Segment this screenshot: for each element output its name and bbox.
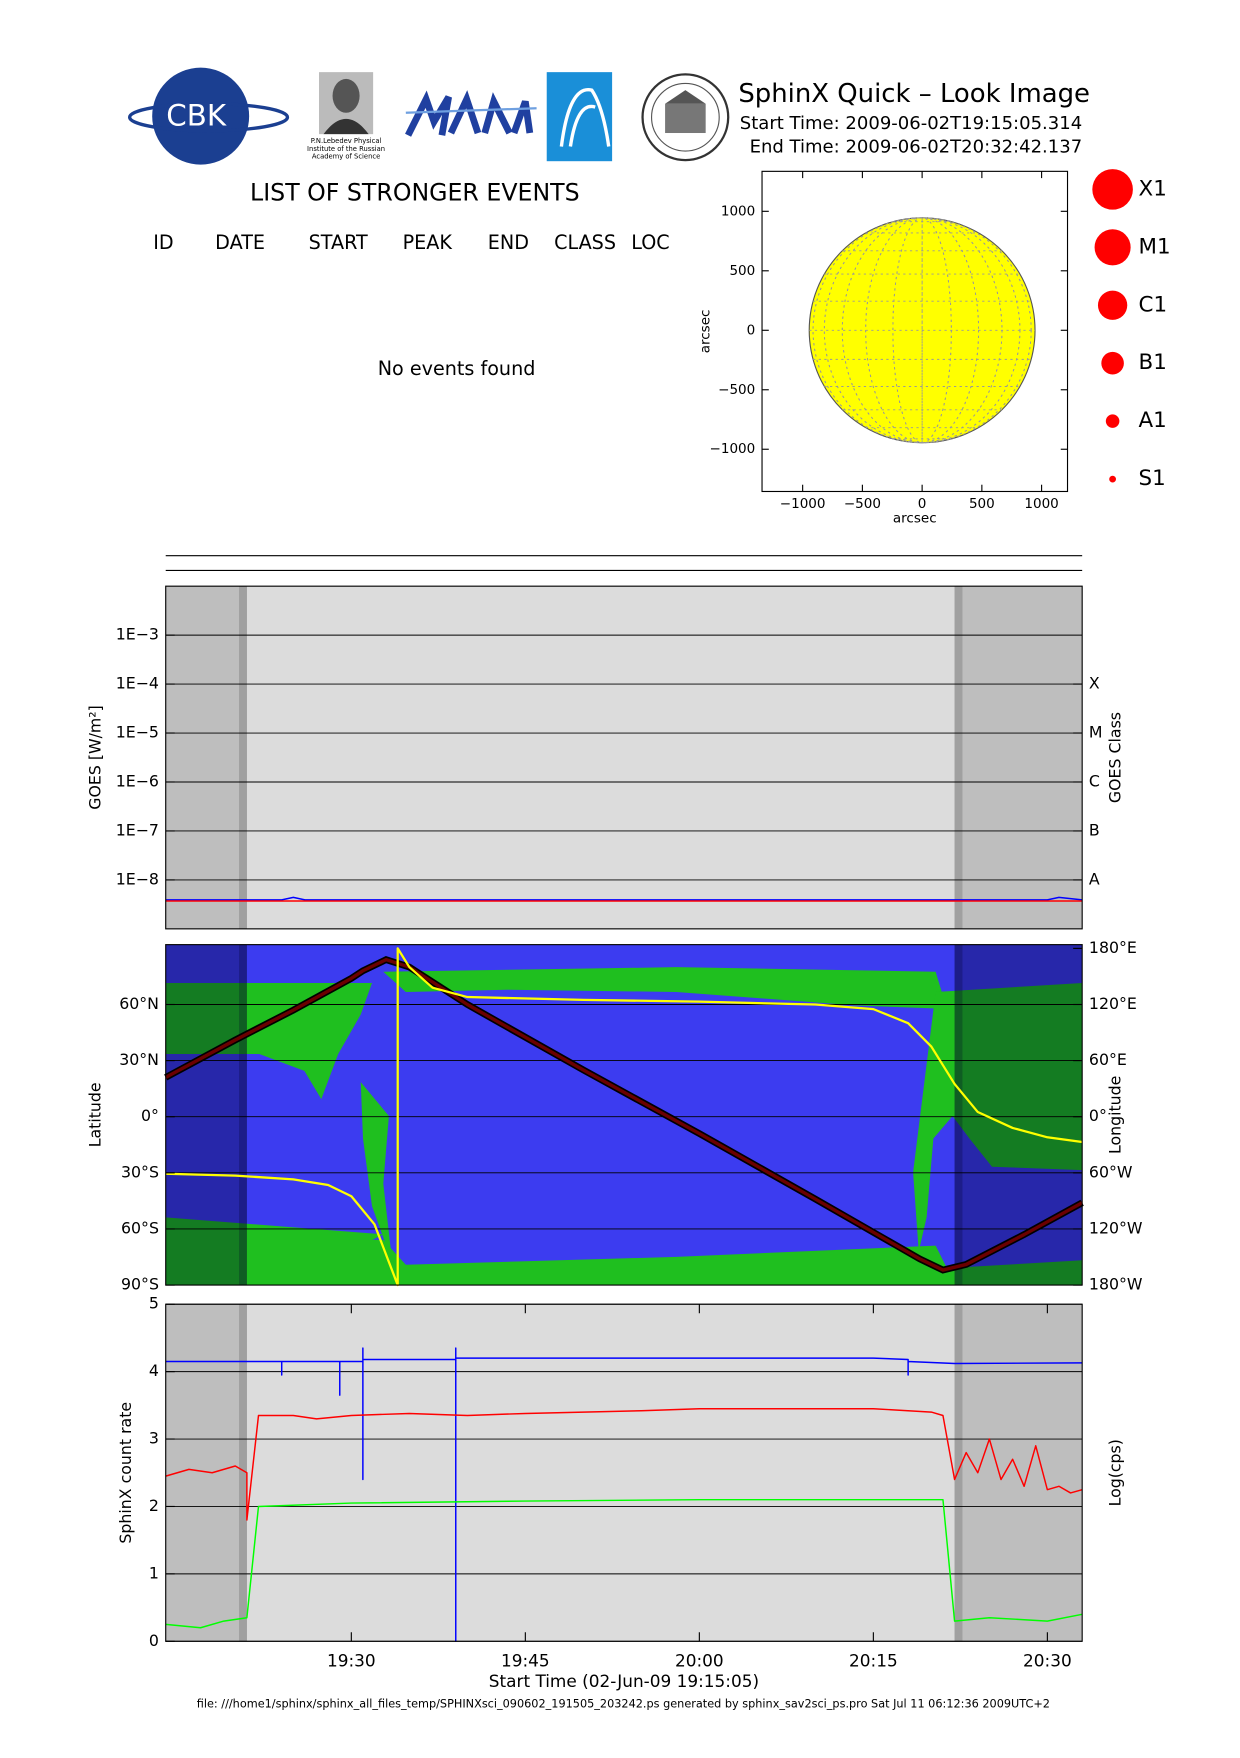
class-label: C1 — [1139, 292, 1168, 317]
class-marker — [1101, 352, 1124, 375]
shaded-edge — [955, 586, 963, 929]
y-tick-label: 2 — [149, 1496, 159, 1515]
y-tick-label: 1E−8 — [116, 869, 159, 888]
y-tick-label: 1 — [149, 1563, 159, 1582]
y2-tick-label: M — [1089, 723, 1103, 742]
y-axis-label: Latitude — [85, 1082, 104, 1147]
y-tick-label: 30°N — [119, 1050, 159, 1069]
y-tick-label: 500 — [729, 263, 755, 279]
logo-mian — [406, 97, 537, 135]
y2-tick-label: X — [1089, 674, 1100, 693]
logo-blue-square — [547, 72, 612, 161]
y2-tick-label: 120°W — [1089, 1218, 1143, 1237]
y2-tick-label: A — [1089, 869, 1100, 888]
class-marker — [1092, 169, 1133, 210]
shaded-region — [166, 586, 247, 929]
y-tick-label: 3 — [149, 1429, 159, 1448]
y-axis-label: SphinX count rate — [116, 1402, 135, 1544]
logo-text: CBK — [166, 99, 227, 133]
class-label: X1 — [1139, 176, 1167, 201]
y2-axis-label: GOES Class — [1105, 712, 1124, 803]
y-tick-label: −500 — [718, 382, 755, 398]
plot-background — [166, 1304, 1082, 1641]
y-tick-label: 60°N — [119, 994, 159, 1013]
institute-line: Academy of Science — [312, 153, 380, 161]
logo-lebedev: P.N.Lebedev Physical Institute of the Ru… — [307, 72, 385, 161]
y-tick-label: 0° — [141, 1106, 159, 1125]
y-axis-label: GOES [W/m²] — [85, 705, 104, 810]
class-marker — [1106, 414, 1120, 428]
logo-cbk: CBK — [130, 68, 288, 165]
institute-line: P.N.Lebedev Physical — [311, 137, 382, 145]
shaded-region — [955, 586, 1083, 929]
x-tick-label: 0 — [918, 496, 927, 512]
y-tick-label: 1E−4 — [116, 674, 159, 693]
x-tick-label: 19:45 — [501, 1651, 550, 1671]
x-tick-label: 20:15 — [849, 1651, 898, 1671]
events-message: No events found — [378, 357, 536, 380]
institute-line: Institute of the Russian — [307, 145, 385, 153]
class-marker — [1095, 229, 1131, 265]
events-column: END — [488, 231, 529, 254]
y2-tick-label: 60°E — [1089, 1050, 1127, 1069]
y-tick-label: 4 — [149, 1361, 159, 1380]
x-tick-label: 19:30 — [327, 1651, 376, 1671]
page-title: SphinX Quick – Look Image — [738, 79, 1090, 109]
y2-tick-label: C — [1089, 771, 1100, 790]
shaded-edge — [955, 1304, 963, 1641]
class-label: M1 — [1139, 234, 1171, 259]
events-title: LIST OF STRONGER EVENTS — [250, 178, 580, 206]
start-time: Start Time: 2009-06-02T19:15:05.314 — [740, 113, 1082, 134]
y-tick-label: 90°S — [121, 1275, 159, 1294]
class-marker — [1109, 476, 1116, 483]
y-tick-label: 5 — [149, 1294, 159, 1313]
y-tick-label: 1E−5 — [116, 723, 159, 742]
class-label: A1 — [1139, 408, 1167, 433]
footer: file: ///home1/sphinx/sphinx_all_files_t… — [197, 1697, 1050, 1710]
shaded-region — [166, 945, 247, 1285]
y-tick-label: −1000 — [710, 441, 756, 457]
x-axis-label: Start Time (02-Jun-09 19:15:05) — [489, 1671, 759, 1691]
y-tick-label: 1000 — [721, 203, 755, 219]
y-tick-label: 60°S — [121, 1218, 159, 1237]
y-tick-label: 1E−3 — [116, 625, 159, 644]
x-tick-label: 1000 — [1024, 496, 1058, 512]
plot-background — [166, 586, 1082, 929]
events-column: LOC — [631, 231, 669, 254]
y-tick-label: 1E−6 — [116, 771, 159, 790]
y2-tick-label: 60°W — [1089, 1162, 1133, 1181]
y-axis-label: arcsec — [698, 310, 714, 354]
y2-tick-label: 0° — [1089, 1106, 1107, 1125]
y-tick-label: 30°S — [121, 1162, 159, 1181]
y2-tick-label: 180°W — [1089, 1275, 1143, 1294]
events-column: ID — [153, 231, 173, 254]
class-label: S1 — [1139, 466, 1166, 491]
y2-axis-label: Log(cps) — [1105, 1439, 1124, 1506]
y2-axis-label: Longitude — [1105, 1076, 1124, 1154]
events-column: CLASS — [554, 231, 616, 254]
y2-tick-label: B — [1089, 820, 1100, 839]
x-tick-label: 20:00 — [675, 1651, 724, 1671]
x-tick-label: 20:30 — [1023, 1651, 1072, 1671]
shaded-edge — [239, 586, 247, 929]
events-column: PEAK — [403, 231, 453, 254]
events-column: DATE — [215, 231, 265, 254]
x-tick-label: −1000 — [780, 496, 826, 512]
y-tick-label: 1E−7 — [116, 820, 159, 839]
x-axis-label: arcsec — [893, 511, 937, 527]
x-tick-label: −500 — [844, 496, 881, 512]
class-marker — [1098, 291, 1127, 320]
y-tick-label: 0 — [747, 322, 756, 338]
y2-tick-label: 120°E — [1089, 994, 1137, 1013]
class-label: B1 — [1139, 350, 1167, 375]
y2-tick-label: 180°E — [1089, 938, 1137, 957]
shaded-edge — [239, 945, 247, 1285]
logo-seal — [643, 74, 729, 160]
y-tick-label: 0 — [149, 1631, 159, 1650]
shaded-edge — [955, 945, 963, 1285]
x-tick-label: 500 — [969, 496, 995, 512]
end-time: End Time: 2009-06-02T20:32:42.137 — [750, 137, 1083, 158]
events-column: START — [309, 231, 368, 254]
